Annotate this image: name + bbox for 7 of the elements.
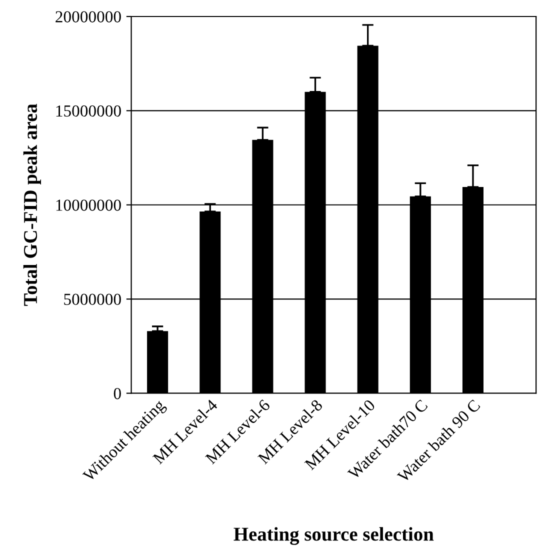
y-tick-label: 10000000 <box>56 200 121 211</box>
y-tick-label: 0 <box>114 388 121 400</box>
y-tick-label: 20000000 <box>56 11 121 22</box>
y-tick-label: 15000000 <box>56 105 121 117</box>
y-tick-label: 5000000 <box>64 294 121 306</box>
y-axis-title: Total GC-FID peak area <box>23 104 41 306</box>
x-axis-title: Heating source selection <box>234 527 434 545</box>
